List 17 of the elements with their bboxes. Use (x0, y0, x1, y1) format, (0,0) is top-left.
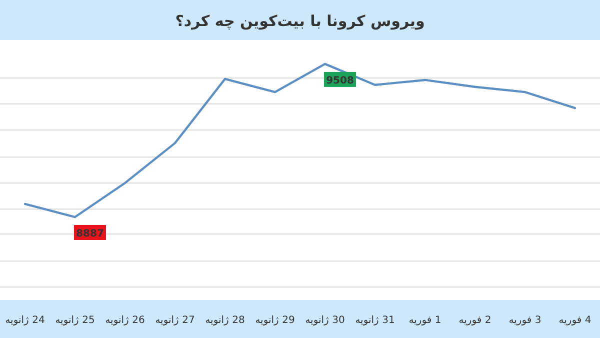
data-label: 8887 (76, 228, 104, 240)
xtick: 31 ژانویه (355, 315, 395, 326)
xtick: 24 ژانویه (5, 315, 45, 326)
xtick: 27 ژانویه (155, 315, 195, 326)
value-label: 8887 (74, 225, 106, 240)
xtick: 25 ژانویه (55, 315, 95, 326)
title: ویروس کرونا با بیت‌کوین چه کرد؟ (175, 12, 425, 30)
xtick: 3 فوریه (508, 315, 542, 326)
value-label: 9508 (324, 72, 356, 87)
xtick: 30 ژانویه (305, 315, 345, 326)
xtick: 1 فوریه (408, 315, 442, 326)
xtick: 29 ژانویه (255, 315, 295, 326)
xtick: 26 ژانویه (105, 315, 145, 326)
xtick: 2 فوریه (458, 315, 492, 326)
xtick: 4 فوریه (558, 315, 592, 326)
xtick: 28 ژانویه (205, 315, 245, 326)
data-label: 9508 (326, 75, 354, 86)
